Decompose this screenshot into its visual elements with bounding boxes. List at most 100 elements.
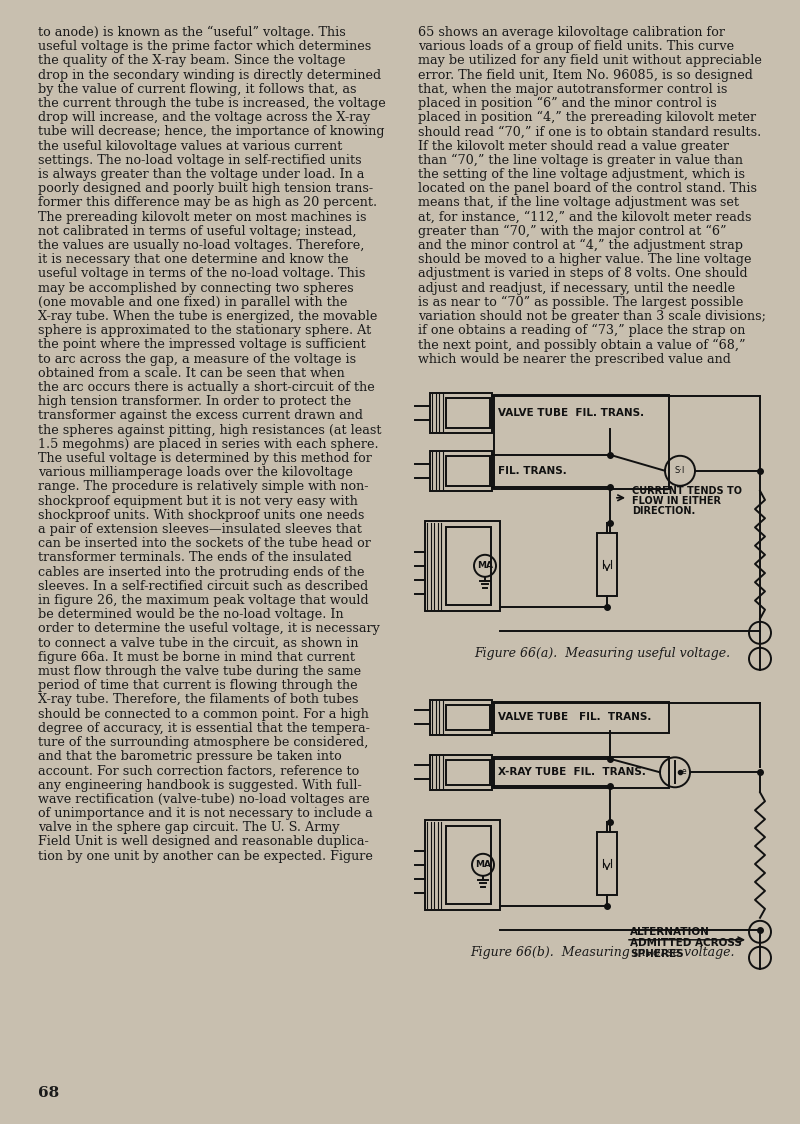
Text: SPHERES: SPHERES <box>630 949 684 959</box>
Text: Field Unit is well designed and reasonable duplica-: Field Unit is well designed and reasonab… <box>38 835 369 849</box>
Text: If the kilovolt meter should read a value greater: If the kilovolt meter should read a valu… <box>418 139 729 153</box>
Text: than “70,” the line voltage is greater in value than: than “70,” the line voltage is greater i… <box>418 154 743 167</box>
Text: must flow through the valve tube during the same: must flow through the valve tube during … <box>38 665 361 678</box>
Text: FLOW IN EITHER: FLOW IN EITHER <box>632 496 721 506</box>
Text: by the value of current flowing, it follows that, as: by the value of current flowing, it foll… <box>38 83 357 96</box>
Text: obtained from a scale. It can be seen that when: obtained from a scale. It can be seen th… <box>38 366 345 380</box>
Text: the next point, and possibly obtain a value of “68,”: the next point, and possibly obtain a va… <box>418 338 746 352</box>
Text: placed in position “6” and the minor control is: placed in position “6” and the minor con… <box>418 97 717 110</box>
Text: sleeves. In a self-rectified circuit such as described: sleeves. In a self-rectified circuit suc… <box>38 580 368 592</box>
Text: the current through the tube is increased, the voltage: the current through the tube is increase… <box>38 97 386 110</box>
Text: MA: MA <box>475 860 491 869</box>
Bar <box>430 392 492 433</box>
Text: at, for instance, “112,” and the kilovolt meter reads: at, for instance, “112,” and the kilovol… <box>418 210 751 224</box>
Text: should be moved to a higher value. The line voltage: should be moved to a higher value. The l… <box>418 253 751 266</box>
Bar <box>430 700 492 735</box>
Text: variation should not be greater than 3 scale divisions;: variation should not be greater than 3 s… <box>418 310 766 323</box>
Text: useful voltage is the prime factor which determines: useful voltage is the prime factor which… <box>38 40 371 53</box>
Text: should read “70,” if one is to obtain standard results.: should read “70,” if one is to obtain st… <box>418 126 762 138</box>
Text: to anode) is known as the “useful” voltage. This: to anode) is known as the “useful” volta… <box>38 26 346 39</box>
Text: tion by one unit by another can be expected. Figure: tion by one unit by another can be expec… <box>38 850 373 862</box>
Text: the quality of the X-ray beam. Since the voltage: the quality of the X-ray beam. Since the… <box>38 54 346 67</box>
Text: a pair of extension sleeves—insulated sleeves that: a pair of extension sleeves—insulated sl… <box>38 523 362 536</box>
Text: degree of accuracy, it is essential that the tempera-: degree of accuracy, it is essential that… <box>38 722 370 735</box>
Text: that, when the major autotransformer control is: that, when the major autotransformer con… <box>418 83 727 96</box>
Text: not calibrated in terms of useful voltage; instead,: not calibrated in terms of useful voltag… <box>38 225 357 238</box>
Text: ADMITTED ACROSS: ADMITTED ACROSS <box>630 937 742 948</box>
Text: transformer terminals. The ends of the insulated: transformer terminals. The ends of the i… <box>38 552 352 564</box>
Text: of unimportance and it is not necessary to include a: of unimportance and it is not necessary … <box>38 807 373 821</box>
Bar <box>446 826 491 904</box>
Text: valve in the sphere gap circuit. The U. S. Army: valve in the sphere gap circuit. The U. … <box>38 822 340 834</box>
Text: e: e <box>682 767 686 776</box>
Text: it is necessary that one determine and know the: it is necessary that one determine and k… <box>38 253 349 266</box>
Bar <box>425 520 500 610</box>
Text: former this difference may be as high as 20 percent.: former this difference may be as high as… <box>38 197 377 209</box>
Text: means that, if the line voltage adjustment was set: means that, if the line voltage adjustme… <box>418 197 739 209</box>
Text: figure 66a. It must be borne in mind that current: figure 66a. It must be borne in mind tha… <box>38 651 355 664</box>
Text: DIRECTION.: DIRECTION. <box>632 506 695 516</box>
Text: drop will increase, and the voltage across the X-ray: drop will increase, and the voltage acro… <box>38 111 370 124</box>
Text: The useful voltage is determined by this method for: The useful voltage is determined by this… <box>38 452 372 465</box>
Text: account. For such correction factors, reference to: account. For such correction factors, re… <box>38 764 359 778</box>
Text: transformer against the excess current drawn and: transformer against the excess current d… <box>38 409 363 423</box>
Text: may be accomplished by connecting two spheres: may be accomplished by connecting two sp… <box>38 282 354 294</box>
Text: be determined would be the no-load voltage. In: be determined would be the no-load volta… <box>38 608 344 622</box>
Text: the useful kilovoltage values at various current: the useful kilovoltage values at various… <box>38 139 342 153</box>
Text: sphere is approximated to the stationary sphere. At: sphere is approximated to the stationary… <box>38 324 371 337</box>
Text: located on the panel board of the control stand. This: located on the panel board of the contro… <box>418 182 757 196</box>
Text: various loads of a group of field units. This curve: various loads of a group of field units.… <box>418 40 734 53</box>
Text: and that the barometric pressure be taken into: and that the barometric pressure be take… <box>38 750 342 763</box>
Text: the values are usually no-load voltages. Therefore,: the values are usually no-load voltages.… <box>38 239 364 252</box>
Text: should be connected to a common point. For a high: should be connected to a common point. F… <box>38 708 369 720</box>
Text: and the minor control at “4,” the adjustment strap: and the minor control at “4,” the adjust… <box>418 239 743 252</box>
Text: tube will decrease; hence, the importance of knowing: tube will decrease; hence, the importanc… <box>38 126 385 138</box>
Text: placed in position “4,” the prereading kilovolt meter: placed in position “4,” the prereading k… <box>418 111 756 125</box>
Text: to arc across the gap, a measure of the voltage is: to arc across the gap, a measure of the … <box>38 353 356 365</box>
Text: drop in the secondary winding is directly determined: drop in the secondary winding is directl… <box>38 69 381 82</box>
Text: VALVE TUBE  FIL. TRANS.: VALVE TUBE FIL. TRANS. <box>498 408 644 418</box>
Bar <box>597 533 617 596</box>
Bar <box>446 398 490 428</box>
Text: the arc occurs there is actually a short-circuit of the: the arc occurs there is actually a short… <box>38 381 374 395</box>
Text: can be inserted into the sockets of the tube head or: can be inserted into the sockets of the … <box>38 537 371 551</box>
Text: 65 shows an average kilovoltage calibration for: 65 shows an average kilovoltage calibrat… <box>418 26 725 39</box>
Text: high tension transformer. In order to protect the: high tension transformer. In order to pr… <box>38 396 351 408</box>
Bar <box>425 819 500 909</box>
Text: wave rectification (valve-tube) no-load voltages are: wave rectification (valve-tube) no-load … <box>38 792 370 806</box>
Text: adjustment is varied in steps of 8 volts. One should: adjustment is varied in steps of 8 volts… <box>418 268 748 280</box>
Text: (one movable and one fixed) in parallel with the: (one movable and one fixed) in parallel … <box>38 296 347 309</box>
Text: any engineering handbook is suggested. With full-: any engineering handbook is suggested. W… <box>38 779 362 791</box>
Text: adjust and readjust, if necessary, until the needle: adjust and readjust, if necessary, until… <box>418 282 735 294</box>
Bar <box>430 451 492 491</box>
Text: the point where the impressed voltage is sufficient: the point where the impressed voltage is… <box>38 338 366 352</box>
Bar <box>430 755 492 790</box>
Text: CURRENT TENDS TO: CURRENT TENDS TO <box>632 486 742 496</box>
Text: if one obtains a reading of “73,” place the strap on: if one obtains a reading of “73,” place … <box>418 324 746 337</box>
Text: Figure 66(b).  Measuring inverse voltage.: Figure 66(b). Measuring inverse voltage. <box>470 945 734 959</box>
Text: settings. The no-load voltage in self-rectified units: settings. The no-load voltage in self-re… <box>38 154 362 166</box>
Text: period of time that current is flowing through the: period of time that current is flowing t… <box>38 679 358 692</box>
Text: in figure 26, the maximum peak voltage that would: in figure 26, the maximum peak voltage t… <box>38 593 369 607</box>
Text: the setting of the line voltage adjustment, which is: the setting of the line voltage adjustme… <box>418 167 745 181</box>
Text: ALTERNATION: ALTERNATION <box>630 927 710 936</box>
Text: which would be nearer the prescribed value and: which would be nearer the prescribed val… <box>418 353 731 365</box>
Text: X-ray tube. When the tube is energized, the movable: X-ray tube. When the tube is energized, … <box>38 310 378 323</box>
Text: MA: MA <box>477 561 493 570</box>
Text: order to determine the useful voltage, it is necessary: order to determine the useful voltage, i… <box>38 623 380 635</box>
Text: VALVE TUBE   FIL.  TRANS.: VALVE TUBE FIL. TRANS. <box>498 713 651 723</box>
Text: ture of the surrounding atmosphere be considered,: ture of the surrounding atmosphere be co… <box>38 736 368 749</box>
Text: Figure 66(a).  Measuring useful voltage.: Figure 66(a). Measuring useful voltage. <box>474 646 730 660</box>
Text: greater than “70,” with the major control at “6”: greater than “70,” with the major contro… <box>418 225 726 238</box>
Bar <box>446 705 490 729</box>
Text: X-ray tube. Therefore, the filaments of both tubes: X-ray tube. Therefore, the filaments of … <box>38 694 358 706</box>
Text: is as near to “70” as possible. The largest possible: is as near to “70” as possible. The larg… <box>418 296 743 309</box>
Text: range. The procedure is relatively simple with non-: range. The procedure is relatively simpl… <box>38 480 369 493</box>
Bar <box>446 760 490 785</box>
Bar <box>597 832 617 895</box>
Text: the spheres against pitting, high resistances (at least: the spheres against pitting, high resist… <box>38 424 382 436</box>
Bar <box>494 756 669 788</box>
Text: The prereading kilovolt meter on most machines is: The prereading kilovolt meter on most ma… <box>38 210 366 224</box>
Text: may be utilized for any field unit without appreciable: may be utilized for any field unit witho… <box>418 54 762 67</box>
Text: 68: 68 <box>38 1086 59 1100</box>
